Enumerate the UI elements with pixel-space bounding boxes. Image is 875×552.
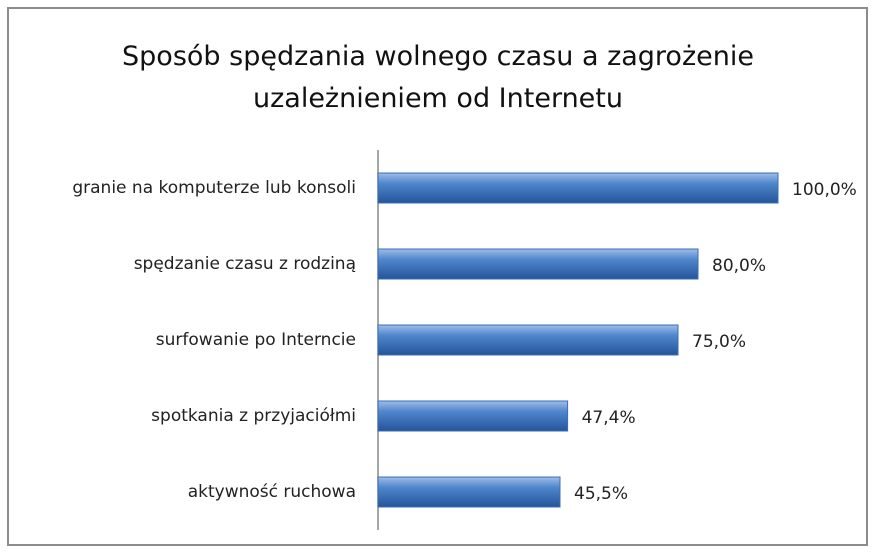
bar: [377, 400, 569, 432]
category-label: surfowanie po Interncie: [156, 330, 356, 350]
category-label: granie na komputerze lub konsoli: [72, 178, 356, 198]
bar: [377, 476, 561, 508]
bar: [377, 172, 779, 204]
value-label: 100,0%: [792, 180, 857, 200]
value-label: 75,0%: [692, 332, 746, 352]
chart-title: Sposób spędzania wolnego czasu a zagroże…: [122, 41, 754, 114]
value-label: 45,5%: [574, 484, 628, 504]
bar: [377, 324, 679, 356]
value-label: 80,0%: [712, 256, 766, 276]
category-label: spotkania z przyjaciółmi: [151, 406, 356, 426]
category-label: aktywność ruchowa: [188, 482, 356, 502]
category-label: spędzanie czasu z rodziną: [134, 254, 356, 274]
bar: [377, 248, 699, 280]
value-label: 47,4%: [582, 408, 636, 428]
